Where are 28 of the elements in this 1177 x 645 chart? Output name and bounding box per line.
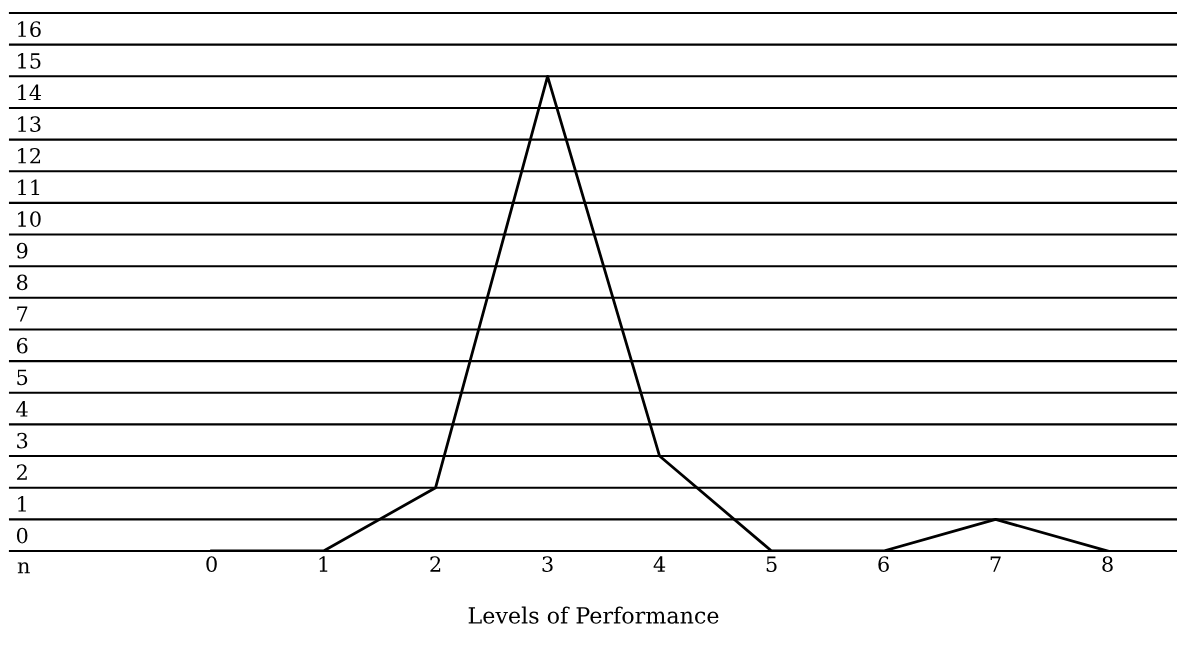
y-tick-label: 16 xyxy=(18,21,41,38)
y-tick-label: 0 xyxy=(16,527,28,544)
x-tick-label: 7 xyxy=(990,556,1001,572)
y-tick-label: 11 xyxy=(18,179,40,195)
y-tick-label: 12 xyxy=(18,147,41,164)
y-tick-label: 8 xyxy=(16,274,28,291)
y-tick-label: 14 xyxy=(18,84,42,101)
y-tick-label: 5 xyxy=(17,369,28,386)
y-tick-label: 6 xyxy=(16,337,28,354)
y-tick-label: 2 xyxy=(16,464,27,480)
x-axis-title: Levels of Performance xyxy=(468,606,719,624)
y-tick-label: 1 xyxy=(18,496,26,512)
y-tick-label: 3 xyxy=(17,432,28,449)
text: n xyxy=(17,562,30,574)
x-tick-label: 2 xyxy=(430,556,441,572)
y-tick-label: 4 xyxy=(16,401,28,417)
y-tick-label: 15 xyxy=(18,52,41,69)
x-tick-label: 6 xyxy=(878,556,889,572)
x-tick-label: 4 xyxy=(653,556,666,572)
x-tick-label: 8 xyxy=(1102,556,1113,572)
x-tick-label: 3 xyxy=(542,556,553,572)
y-tick-label: 7 xyxy=(17,306,28,322)
y-tick-label: 10 xyxy=(18,211,41,227)
y-tick-label: 9 xyxy=(16,242,28,259)
x-tick-label: 5 xyxy=(766,556,777,572)
x-tick-label: 0 xyxy=(206,556,217,572)
y-tick-label: 13 xyxy=(18,116,41,132)
x-tick-label: 1 xyxy=(319,556,328,572)
